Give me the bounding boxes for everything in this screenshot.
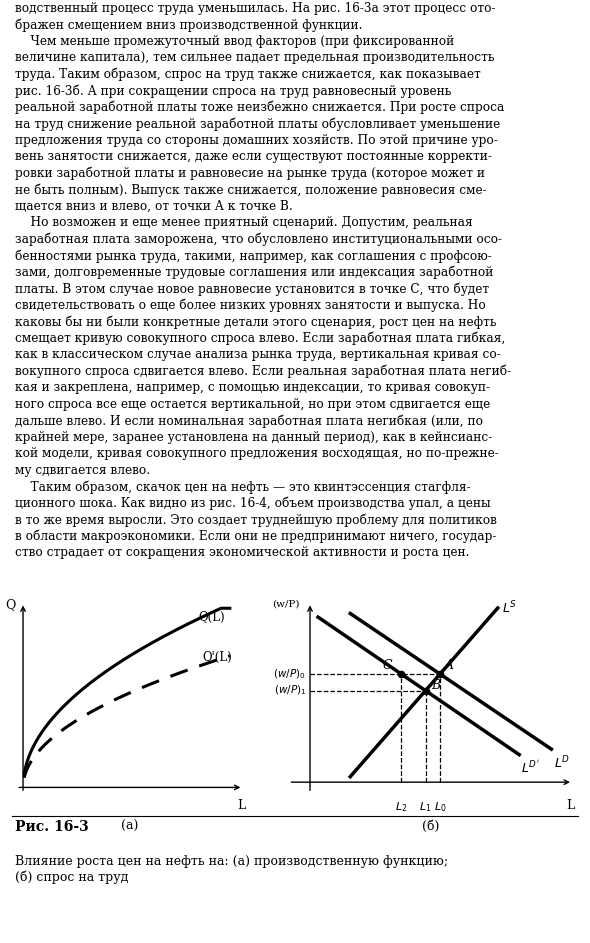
Text: $L^D$: $L^D$ — [554, 754, 570, 771]
Text: ного спроса все еще остается вертикальной, но при этом сдвигается еще: ного спроса все еще остается вертикально… — [15, 398, 490, 411]
Text: свидетельствовать о еще более низких уровнях занятости и выпуска. Но: свидетельствовать о еще более низких уро… — [15, 299, 486, 312]
Text: дальше влево. И если номинальная заработная плата негибкая (или, по: дальше влево. И если номинальная заработ… — [15, 414, 483, 427]
Text: предложения труда со стороны домашних хозяйств. По этой причине уро-: предложения труда со стороны домашних хо… — [15, 134, 497, 147]
Text: каковы бы ни были конкретные детали этого сценария, рост цен на нефть: каковы бы ни были конкретные детали этог… — [15, 315, 496, 328]
Text: реальной заработной платы тоже неизбежно снижается. При росте спроса: реальной заработной платы тоже неизбежно… — [15, 101, 504, 114]
Text: вокупного спроса сдвигается влево. Если реальная заработная плата негиб-: вокупного спроса сдвигается влево. Если … — [15, 365, 511, 378]
Text: кой модели, кривая совокупного предложения восходящая, но по-прежне-: кой модели, кривая совокупного предложен… — [15, 447, 499, 460]
Text: (w/P): (w/P) — [272, 600, 300, 609]
Text: ционного шока. Как видно из рис. 16-4, объем производства упал, а цены: ционного шока. Как видно из рис. 16-4, о… — [15, 497, 490, 510]
Text: зами, долговременные трудовые соглашения или индексация заработной: зами, долговременные трудовые соглашения… — [15, 266, 493, 279]
Text: $L_2$: $L_2$ — [395, 801, 408, 815]
Text: заработная плата заморожена, что обусловлено институциональными осо-: заработная плата заморожена, что обуслов… — [15, 233, 502, 246]
Text: (б): (б) — [422, 820, 440, 834]
Text: бенностями рынка труда, такими, например, как соглашения с профсою-: бенностями рынка труда, такими, например… — [15, 249, 491, 262]
Text: $L_1$: $L_1$ — [419, 801, 432, 815]
Text: L: L — [566, 799, 574, 812]
Text: Q: Q — [5, 598, 15, 611]
Text: Но возможен и еще менее приятный сценарий. Допустим, реальная: Но возможен и еще менее приятный сценари… — [15, 216, 473, 229]
Text: рис. 16-3б. А при сокращении спроса на труд равновесный уровень: рис. 16-3б. А при сокращении спроса на т… — [15, 84, 451, 97]
Text: щается вниз и влево, от точки А к точке В.: щается вниз и влево, от точки А к точке … — [15, 200, 293, 213]
Text: водственный процесс труда уменьшилась. На рис. 16-3а этот процесс ото-: водственный процесс труда уменьшилась. Н… — [15, 2, 495, 15]
Text: Q(L): Q(L) — [198, 610, 225, 623]
Text: $(w/P)_0$: $(w/P)_0$ — [273, 668, 306, 681]
Text: не быть полным). Выпуск также снижается, положение равновесия сме-: не быть полным). Выпуск также снижается,… — [15, 183, 486, 196]
Text: труда. Таким образом, спрос на труд также снижается, как показывает: труда. Таким образом, спрос на труд такж… — [15, 68, 480, 81]
Text: му сдвигается влево.: му сдвигается влево. — [15, 464, 150, 477]
Text: L: L — [237, 799, 245, 812]
Text: в то же время выросли. Это создает труднейшую проблему для политиков: в то же время выросли. Это создает трудн… — [15, 513, 497, 526]
Text: Чем меньше промежуточный ввод факторов (при фиксированной: Чем меньше промежуточный ввод факторов (… — [15, 35, 454, 48]
Text: $L_0$: $L_0$ — [434, 801, 446, 815]
Text: (а): (а) — [121, 820, 139, 834]
Text: Влияние роста цен на нефть на: (а) производственную функцию;
(б) спрос на труд: Влияние роста цен на нефть на: (а) произ… — [15, 855, 448, 884]
Text: в области макроэкономики. Если они не предпринимают ничего, государ-: в области макроэкономики. Если они не пр… — [15, 530, 496, 543]
Text: C: C — [382, 658, 392, 671]
Text: величине капитала), тем сильнее падает предельная производительность: величине капитала), тем сильнее падает п… — [15, 51, 494, 64]
Text: на труд снижение реальной заработной платы обусловливает уменьшение: на труд снижение реальной заработной пла… — [15, 117, 500, 130]
Text: платы. В этом случае новое равновесие установится в точке С, что будет: платы. В этом случае новое равновесие ус… — [15, 282, 489, 295]
Text: Таким образом, скачок цен на нефть — это квинтэссенция стагфля-: Таким образом, скачок цен на нефть — это… — [15, 480, 470, 493]
Text: смещает кривую совокупного спроса влево. Если заработная плата гибкая,: смещает кривую совокупного спроса влево.… — [15, 332, 505, 345]
Text: бражен смещением вниз производственной функции.: бражен смещением вниз производственной ф… — [15, 18, 362, 31]
Text: $L^{D'}$: $L^{D'}$ — [520, 760, 539, 776]
Text: кая и закреплена, например, с помощью индексации, то кривая совокуп-: кая и закреплена, например, с помощью ин… — [15, 381, 490, 394]
Text: ство страдает от сокращения экономической активности и роста цен.: ство страдает от сокращения экономическо… — [15, 546, 469, 559]
Text: Q'(L): Q'(L) — [203, 651, 232, 664]
Text: $L^S$: $L^S$ — [502, 600, 517, 617]
Text: ровки заработной платы и равновесие на рынке труда (которое может и: ровки заработной платы и равновесие на р… — [15, 167, 485, 180]
Text: вень занятости снижается, даже если существуют постоянные корректи-: вень занятости снижается, даже если суще… — [15, 150, 491, 163]
Text: $(w/P)_1$: $(w/P)_1$ — [274, 684, 306, 698]
Text: A: A — [445, 658, 454, 671]
Text: крайней мере, заранее установлена на данный период), как в кейнсианс-: крайней мере, заранее установлена на дан… — [15, 431, 492, 444]
Text: B: B — [431, 679, 440, 692]
Text: как в классическом случае анализа рынка труда, вертикальная кривая со-: как в классическом случае анализа рынка … — [15, 348, 500, 361]
Text: Рис. 16-3: Рис. 16-3 — [15, 820, 88, 835]
